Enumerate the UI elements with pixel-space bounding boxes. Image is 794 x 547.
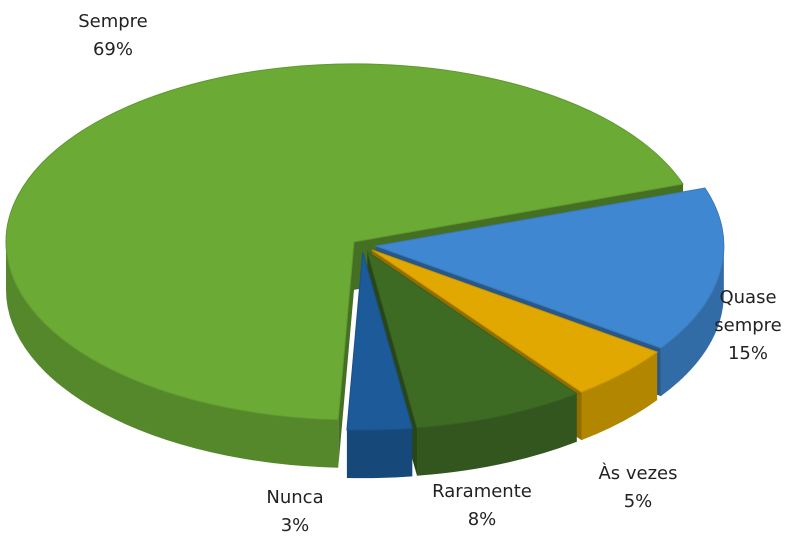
value-label: 3% [280, 515, 310, 536]
slice-side [5, 241, 339, 468]
category-name: Nunca [266, 487, 324, 508]
slice-side [417, 393, 577, 476]
slice-side [346, 428, 413, 479]
slice-label: Quase sempre 15% [708, 284, 788, 368]
value-label: 5% [623, 491, 653, 512]
category-name: Raramente [432, 481, 532, 502]
slice-label: Às vezes 5% [578, 460, 698, 516]
slice-label: Sempre 69% [53, 8, 173, 64]
slice-side [581, 352, 658, 441]
value-label: 8% [467, 509, 497, 530]
slice [366, 250, 578, 429]
value-label: 69% [92, 39, 133, 60]
slice [373, 187, 725, 349]
slice [346, 252, 413, 431]
slice [371, 249, 659, 393]
value-label: 15% [727, 343, 768, 364]
slice-cut [338, 241, 354, 468]
slice-label: Raramente 8% [422, 478, 542, 534]
category-name: Às vezes [598, 463, 678, 484]
category-name: Sempre [78, 11, 148, 32]
slice-side [660, 245, 724, 397]
slice-label: Nunca 3% [235, 484, 355, 540]
slice [5, 63, 684, 421]
category-name: Quase sempre [714, 287, 782, 336]
